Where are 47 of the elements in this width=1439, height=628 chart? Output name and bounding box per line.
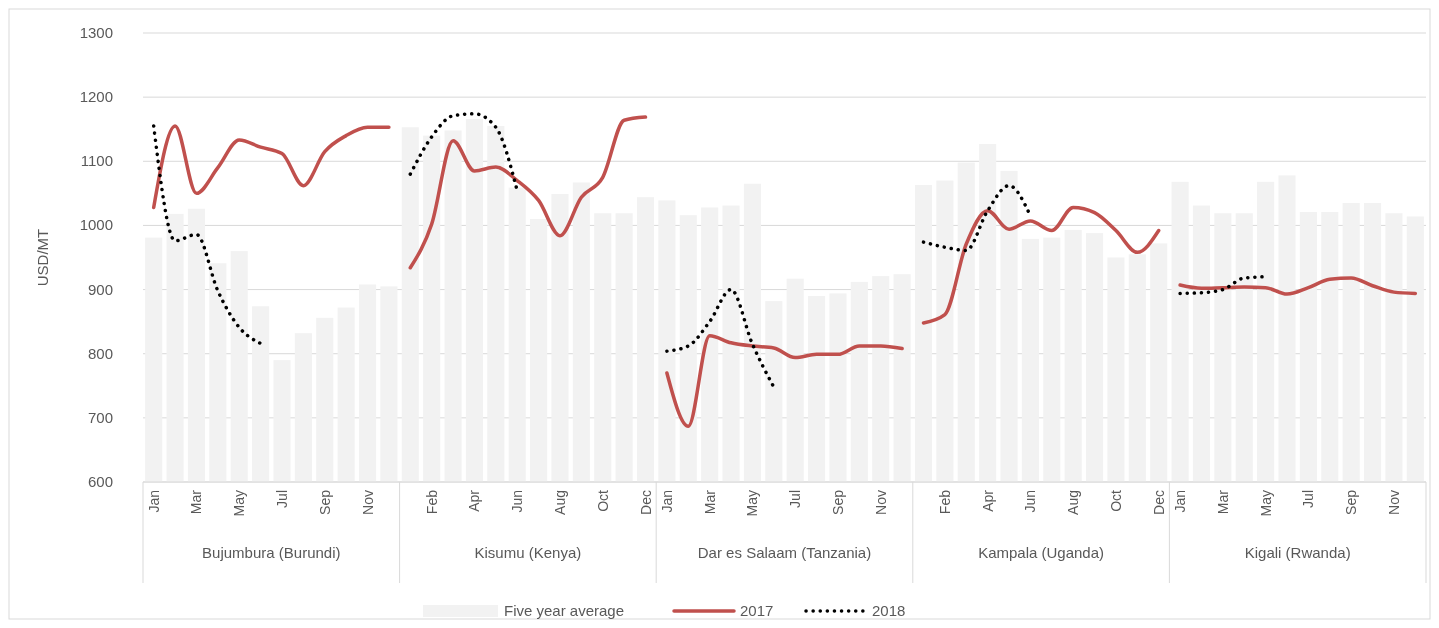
x-tick-label: Jan (1172, 490, 1189, 513)
y-tick-label: 900 (87, 280, 113, 298)
x-tick-label: Sep (829, 489, 846, 515)
x-tick-label: Oct (594, 489, 611, 512)
x-tick-label: Jun (509, 490, 526, 513)
text: Dar es Salaam (Tanzania) (697, 544, 872, 561)
x-tick-label: Oct (1107, 489, 1124, 512)
x-tick-label: Jan (145, 490, 162, 513)
x-tick-label: May (1257, 490, 1274, 517)
y-tick-label: 600 (87, 473, 113, 490)
x-tick-label: Dec (1150, 490, 1167, 515)
x-tick-label: Dec (637, 490, 654, 515)
legend-label: 2017 (740, 602, 774, 619)
y-tick-label: 800 (87, 344, 113, 362)
y-tick-label: 1300 (79, 24, 113, 41)
x-tick-label: May (744, 490, 761, 517)
y-axis-title: USD/MT (34, 228, 51, 287)
legend-label: 2018 (872, 602, 906, 619)
y-tick-label: 1200 (79, 88, 113, 106)
x-tick-label: Sep (316, 489, 333, 515)
x-tick-label: Sep (1343, 489, 1360, 515)
x-tick-label: Feb (423, 489, 440, 515)
x-tick-label: Nov (1385, 490, 1402, 515)
x-tick-label: Aug (551, 490, 568, 515)
text: Kampala (Uganda) (978, 544, 1105, 561)
x-tick-label: Jul (1300, 490, 1317, 508)
x-tick-label: Apr (979, 489, 996, 512)
x-tick-label: Jun (1022, 490, 1039, 513)
x-tick-label: Jul (273, 490, 290, 508)
x-tick-label: Mar (1214, 489, 1231, 515)
x-tick-label: May (231, 490, 248, 517)
y-tick-label: 1000 (79, 216, 113, 234)
legend-label: Five year average (504, 602, 625, 619)
x-tick-label: Jul (787, 490, 804, 508)
x-tick-label: Mar (701, 489, 718, 515)
x-tick-label: Nov (359, 490, 376, 515)
text: Bujumbura (Burundi) (202, 544, 341, 561)
x-tick-label: Jan (658, 490, 675, 513)
x-tick-label: Apr (466, 489, 483, 512)
text: Kigali (Rwanda) (1244, 544, 1351, 561)
y-tick-label: 700 (87, 408, 113, 426)
x-tick-label: Aug (1065, 490, 1082, 515)
x-tick-label: Nov (872, 490, 889, 515)
x-tick-label: Feb (936, 489, 953, 515)
x-tick-label: Mar (188, 489, 205, 515)
text: Kisumu (Kenya) (474, 544, 582, 561)
y-tick-label: 1100 (80, 152, 113, 170)
